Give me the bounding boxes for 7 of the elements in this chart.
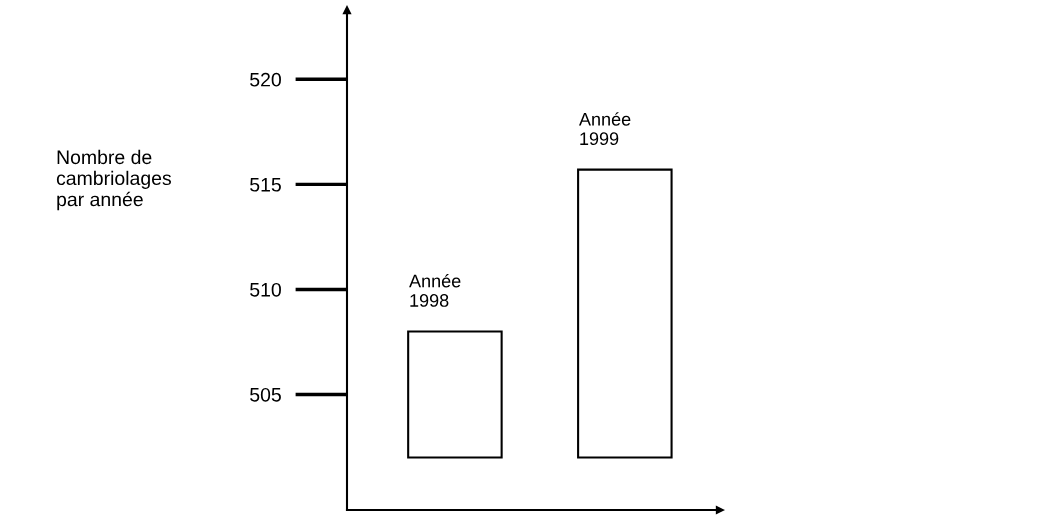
y-tick-label: 505 bbox=[250, 387, 281, 402]
y-tick-label: 510 bbox=[250, 282, 281, 297]
x-tick-label: Année 1998 bbox=[409, 273, 461, 307]
y-axis-title: Nombre de cambriolages par année bbox=[56, 149, 171, 211]
x-tick-label: Année 1999 bbox=[578, 112, 631, 146]
y-tick-label: 520 bbox=[250, 72, 281, 87]
y-tick-label: 515 bbox=[250, 178, 281, 192]
